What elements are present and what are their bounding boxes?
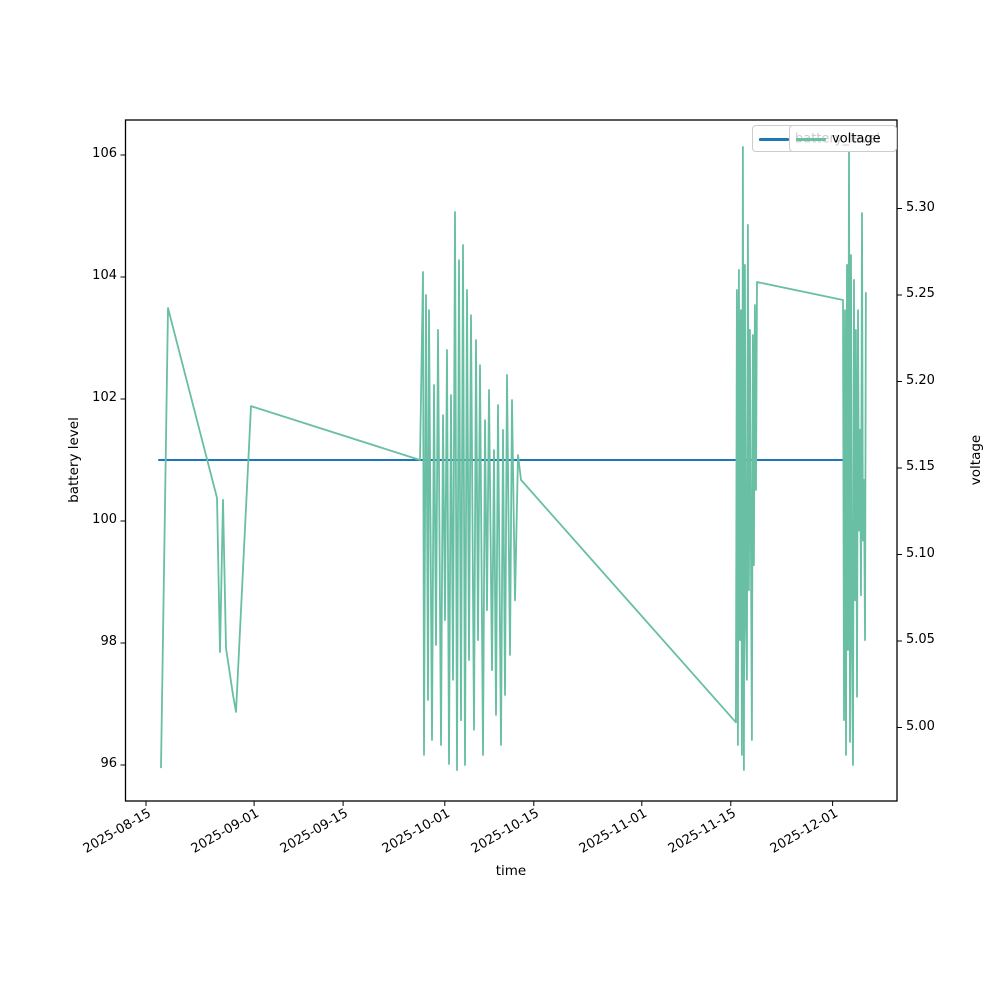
y-tick-label-left: 106	[92, 146, 117, 161]
y-tick-label-right: 5.05	[906, 632, 935, 647]
y-axis-label-left: battery level	[66, 417, 82, 503]
legend-label-voltage: voltage	[832, 131, 881, 146]
y-axis-label-right: voltage	[968, 434, 984, 486]
y-tick-label-left: 102	[92, 390, 117, 405]
y-tick-label-right: 5.25	[906, 286, 935, 301]
battery-level-legend-line-icon	[759, 138, 789, 141]
y-tick-label-left: 100	[92, 512, 117, 527]
series-line-voltage	[160, 145, 867, 771]
y-tick-label-left: 104	[92, 268, 117, 283]
y-tick-label-right: 5.20	[906, 372, 935, 388]
axes-spines	[124, 119, 898, 802]
legend-voltage: voltage	[789, 125, 897, 152]
y-tick-label-right: 5.10	[906, 545, 935, 561]
y-tick-label-right: 5.30	[906, 199, 935, 215]
y-tick-label-right: 5.15	[906, 459, 935, 474]
y-tick-label-right: 5.00	[906, 718, 935, 734]
y-tick-label-left: 96	[100, 756, 117, 771]
x-axis-label: time	[495, 863, 527, 879]
y-tick-label-left: 98	[100, 634, 117, 649]
voltage-legend-line-icon	[796, 138, 826, 141]
